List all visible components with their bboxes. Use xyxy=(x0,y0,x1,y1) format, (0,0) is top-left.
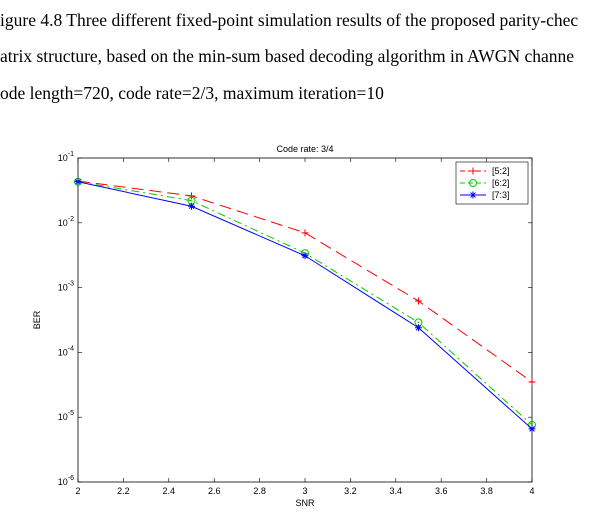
y-tick-label: 10-4 xyxy=(58,345,74,357)
legend-label: [7:3] xyxy=(492,190,510,200)
y-tick-label: 10-5 xyxy=(58,410,74,422)
x-tick-label: 4 xyxy=(529,486,534,496)
plot-frame xyxy=(77,157,533,483)
y-tick-label: 10-2 xyxy=(58,216,74,228)
y-tick-label: 10-1 xyxy=(58,151,74,163)
x-tick-label: 2.6 xyxy=(208,486,221,496)
marker xyxy=(415,324,422,332)
caption-line: igure 4.8 Three different fixed-point si… xyxy=(0,10,579,30)
caption-line: ode length=720, code rate=2/3, maximum i… xyxy=(0,83,384,103)
y-tick-label: 10-6 xyxy=(58,475,74,487)
marker xyxy=(415,297,422,305)
marker xyxy=(301,252,309,260)
x-tick-label: 2.4 xyxy=(163,486,176,496)
legend-label: [5:2] xyxy=(492,166,510,176)
marker xyxy=(469,179,477,187)
x-axis-label: SNR xyxy=(295,498,315,508)
marker xyxy=(74,178,82,186)
x-tick-label: 3.4 xyxy=(390,486,403,496)
x-tick-label: 3.2 xyxy=(344,486,357,496)
marker xyxy=(301,229,309,237)
marker xyxy=(528,378,536,386)
marker xyxy=(469,167,477,175)
marker xyxy=(469,191,477,199)
series-line xyxy=(77,181,533,426)
y-axis-label: BER xyxy=(32,310,42,329)
x-tick-label: 3 xyxy=(302,486,307,496)
caption-line: atrix structure, based on the min-sum ba… xyxy=(0,46,575,66)
x-tick-label: 2.8 xyxy=(253,486,266,496)
marker xyxy=(528,425,536,433)
x-tick-label: 2.2 xyxy=(117,486,130,496)
y-tick-label: 10-3 xyxy=(58,281,74,293)
series-line xyxy=(77,180,533,383)
x-tick-label: 3.6 xyxy=(435,486,448,496)
series-line xyxy=(77,181,533,430)
marker xyxy=(188,202,195,210)
x-tick-label: 2 xyxy=(75,486,80,496)
marker xyxy=(188,192,195,200)
x-tick-label: 3.8 xyxy=(480,486,493,496)
legend-label: [6:2] xyxy=(492,178,510,188)
chart-title: Code rate: 3/4 xyxy=(276,144,333,154)
